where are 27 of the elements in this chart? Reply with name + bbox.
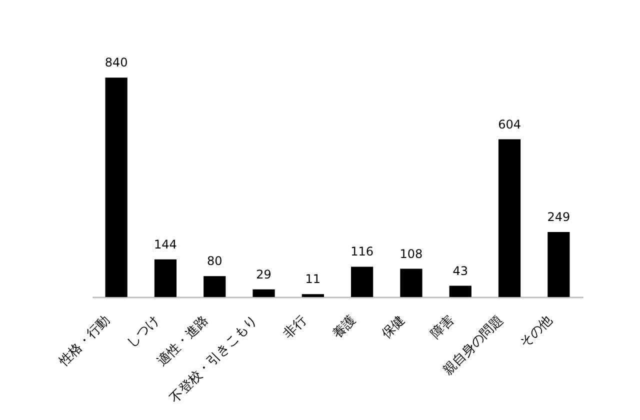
bar <box>204 276 226 297</box>
bar <box>449 286 472 297</box>
bar <box>351 266 374 297</box>
bar <box>498 139 521 297</box>
bar <box>252 289 275 297</box>
data-label: 116 <box>350 244 374 259</box>
x-tick-label: しつけ <box>124 312 162 351</box>
data-label: 29 <box>256 267 272 282</box>
data-label: 249 <box>547 210 570 224</box>
data-label: 840 <box>104 56 128 70</box>
bar <box>154 259 177 297</box>
bar <box>302 294 324 297</box>
bar <box>400 268 422 297</box>
data-label: 43 <box>452 264 468 278</box>
x-tick-label: 養護 <box>330 312 359 342</box>
x-tick-label: 非行 <box>280 312 310 342</box>
data-label: 80 <box>206 254 222 268</box>
data-label: 144 <box>154 237 177 252</box>
data-label: 604 <box>498 117 521 132</box>
x-tick-label: その他 <box>517 312 556 351</box>
data-label: 11 <box>305 272 321 286</box>
x-tick-label: 性格・行動 <box>56 312 114 370</box>
bar <box>548 232 570 297</box>
bar <box>105 78 128 297</box>
x-tick-label: 保健 <box>379 312 408 342</box>
data-label: 108 <box>400 246 423 261</box>
x-tick-label: 障害 <box>428 312 458 342</box>
